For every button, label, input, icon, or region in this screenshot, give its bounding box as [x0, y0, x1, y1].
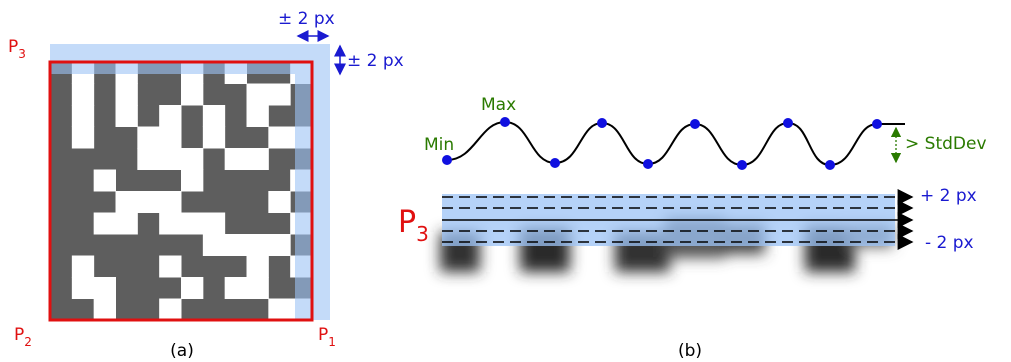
row-label: P3	[398, 205, 429, 246]
module	[137, 191, 159, 213]
main: P	[14, 325, 24, 345]
data-matrix	[50, 62, 313, 321]
module	[94, 277, 116, 299]
min-label: Min	[424, 135, 454, 155]
module	[247, 148, 269, 170]
module	[159, 148, 181, 170]
module	[159, 256, 181, 278]
module	[225, 277, 247, 299]
main: P	[318, 325, 328, 345]
max-label: Max	[481, 95, 516, 115]
panel-label: (a)	[170, 341, 194, 361]
signal	[447, 122, 905, 165]
module	[181, 84, 203, 106]
extremum-dot	[550, 158, 560, 168]
corner-label: P2	[14, 325, 32, 349]
module	[159, 299, 181, 321]
shift-label: ± 2 px	[347, 51, 404, 71]
module	[72, 277, 94, 299]
module	[268, 299, 290, 321]
main: P	[398, 205, 416, 240]
module	[137, 148, 159, 170]
module	[72, 127, 94, 149]
module	[247, 84, 269, 106]
module	[203, 234, 225, 256]
module	[72, 256, 94, 278]
module	[116, 84, 138, 106]
sub: 3	[416, 222, 429, 246]
module	[247, 256, 269, 278]
module	[268, 127, 290, 149]
corner-label: P1	[318, 325, 336, 349]
module	[116, 105, 138, 127]
module	[94, 170, 116, 192]
main: P	[8, 37, 18, 57]
module	[116, 213, 138, 235]
shift-label: - 2 px	[925, 233, 974, 253]
sub: 3	[18, 47, 26, 61]
module	[159, 213, 181, 235]
module	[181, 148, 203, 170]
figure: ± 2 px ± 2 px P3 P2 P1 (a) + 2 px - 2 px…	[0, 0, 1011, 362]
module	[94, 213, 116, 235]
module	[116, 191, 138, 213]
module	[247, 277, 269, 299]
module	[137, 127, 159, 149]
module	[268, 84, 290, 106]
shift-label: + 2 px	[920, 186, 977, 206]
module	[181, 277, 203, 299]
extremum-dot	[872, 119, 882, 129]
extremum-dot	[643, 159, 653, 169]
module	[72, 105, 94, 127]
module	[268, 191, 290, 213]
sub: 1	[328, 335, 336, 349]
module	[203, 105, 225, 127]
shift-label: ± 2 px	[278, 9, 335, 29]
module	[225, 148, 247, 170]
stddev-label: > StdDev	[905, 134, 987, 154]
module	[159, 191, 181, 213]
corner-label: P3	[8, 37, 26, 61]
module	[203, 127, 225, 149]
module	[247, 105, 269, 127]
module	[181, 170, 203, 192]
extremum-dot	[442, 155, 452, 165]
sub: 2	[24, 335, 32, 349]
module	[268, 234, 290, 256]
module	[159, 105, 181, 127]
extremum-dot	[690, 119, 700, 129]
module	[225, 234, 247, 256]
extrema	[442, 117, 882, 170]
extremum-dot	[500, 117, 510, 127]
extremum-dot	[783, 118, 793, 128]
extremum-dot	[825, 160, 835, 170]
module	[94, 299, 116, 321]
module	[72, 84, 94, 106]
module	[247, 234, 269, 256]
module	[203, 213, 225, 235]
horizontal-band	[50, 44, 330, 74]
extremum-dot	[597, 118, 607, 128]
panel-label: (b)	[678, 341, 702, 361]
extremum-dot	[737, 160, 747, 170]
module	[181, 213, 203, 235]
module	[159, 127, 181, 149]
